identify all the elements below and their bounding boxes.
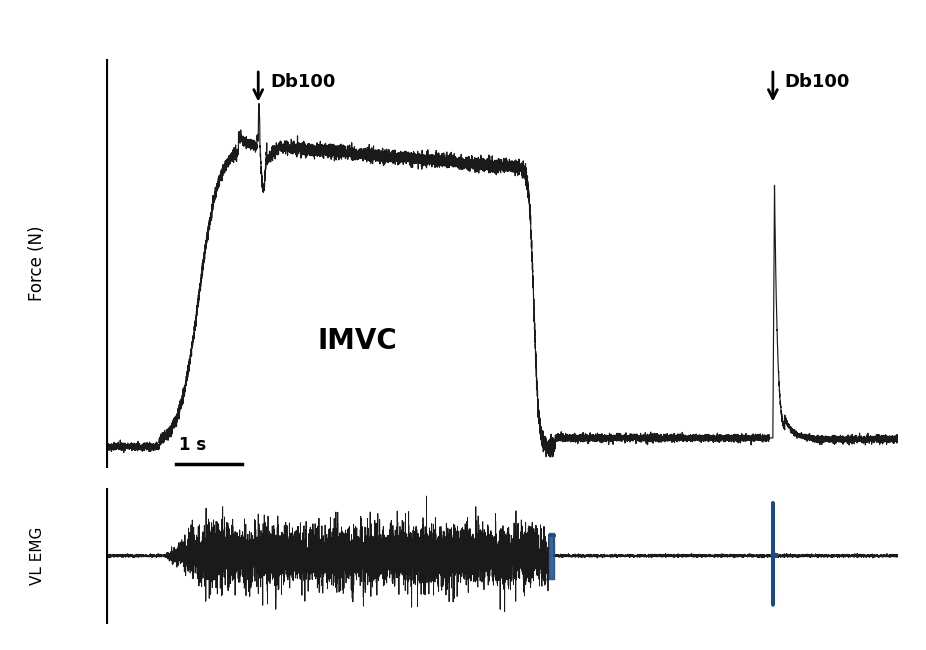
Text: Force (N): Force (N) xyxy=(28,226,46,301)
Text: Db100: Db100 xyxy=(270,73,335,90)
Text: IMVC: IMVC xyxy=(318,327,397,355)
Text: 1 s: 1 s xyxy=(179,436,206,454)
Text: VL EMG: VL EMG xyxy=(30,526,44,585)
Text: Db100: Db100 xyxy=(784,73,850,90)
